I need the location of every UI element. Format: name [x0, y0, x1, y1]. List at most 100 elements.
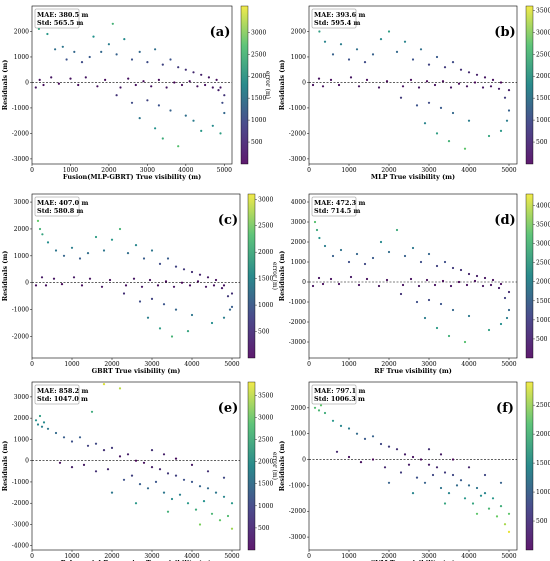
data-point: [110, 238, 114, 241]
colorbar-tick-label: 3000: [258, 414, 273, 421]
data-point: [228, 308, 232, 311]
colorbar-tick-label: 1000: [251, 117, 266, 124]
data-point: [449, 86, 453, 89]
colorbar: [247, 193, 256, 359]
data-point: [54, 249, 58, 252]
data-point: [471, 502, 475, 505]
data-point: [190, 270, 194, 274]
data-point: [409, 277, 413, 281]
data-point: [154, 480, 158, 483]
data-point: [138, 300, 142, 303]
data-point: [431, 473, 435, 477]
data-point: [451, 111, 455, 115]
std-stat: Std: 1006.3 m: [314, 395, 365, 403]
data-point: [119, 86, 122, 89]
data-point: [138, 483, 142, 486]
data-point: [411, 58, 415, 61]
data-point: [124, 284, 128, 287]
data-point: [222, 284, 226, 287]
data-point: [211, 124, 214, 127]
colorbar-tick-label: 500: [251, 139, 263, 146]
data-point: [126, 453, 130, 456]
data-point: [42, 421, 46, 424]
mae-stat: MAE: 407.0 m: [37, 199, 88, 207]
data-point: [178, 493, 182, 496]
data-point: [211, 86, 214, 89]
std-stat: Std: 580.8 m: [37, 207, 84, 215]
data-point: [115, 53, 118, 56]
data-point: [507, 290, 511, 294]
data-point: [313, 220, 317, 224]
data-point: [507, 109, 511, 112]
data-point: [331, 53, 335, 56]
colorbar-tick-label: 2500: [258, 223, 273, 230]
data-point: [210, 512, 214, 515]
data-point: [435, 326, 439, 330]
data-point: [427, 252, 431, 256]
data-point: [443, 66, 447, 69]
data-point: [507, 308, 511, 312]
data-point: [222, 495, 226, 498]
data-point: [383, 466, 387, 469]
data-point: [499, 505, 503, 508]
data-point: [162, 491, 166, 494]
data-point: [166, 257, 170, 260]
data-point: [122, 478, 126, 481]
data-point: [210, 321, 214, 325]
data-point: [439, 453, 443, 456]
data-point: [36, 423, 40, 426]
panel-d: 0 1000 2000 3000 4000 5000 -3000 -2000 -1000 0 100…: [278, 193, 550, 375]
data-point: [435, 466, 439, 469]
data-point: [335, 450, 339, 453]
y-axis-label: Residuals (m): [1, 60, 9, 111]
data-point: [337, 282, 341, 286]
data-point: [355, 48, 359, 51]
data-point: [363, 262, 367, 266]
data-point: [467, 272, 471, 276]
data-point: [226, 514, 230, 518]
data-point: [161, 63, 164, 66]
data-point: [118, 227, 122, 231]
data-point: [174, 308, 178, 311]
data-point: [174, 474, 178, 477]
x-axis-label: Polynomial Regression True visibility (m…: [61, 559, 212, 561]
data-point: [379, 442, 383, 446]
data-point: [110, 446, 114, 449]
data-point: [214, 278, 218, 282]
data-point: [50, 76, 53, 79]
data-point: [463, 147, 467, 150]
data-point: [497, 286, 501, 290]
data-point: [172, 285, 176, 288]
colorbar-tick-label: 1000: [536, 317, 550, 324]
data-point: [479, 494, 483, 497]
data-point: [70, 440, 74, 443]
data-point: [415, 104, 419, 107]
data-point: [435, 132, 439, 135]
y-tick-label: 1000: [291, 54, 306, 61]
data-point: [34, 419, 38, 422]
colorbar-tick-label: 2000: [258, 459, 273, 466]
data-point: [218, 519, 222, 522]
data-point: [88, 55, 91, 59]
data-point: [475, 486, 479, 490]
data-point: [219, 86, 222, 89]
data-point: [401, 283, 405, 287]
plot-area: [308, 193, 518, 359]
data-point: [439, 302, 443, 306]
data-point: [188, 80, 191, 83]
x-tick-label: 1000: [341, 167, 356, 174]
x-tick-label: 1000: [64, 361, 79, 368]
data-point: [363, 61, 367, 64]
data-point: [126, 252, 130, 255]
data-point: [349, 275, 353, 279]
data-point: [150, 297, 154, 300]
colorbar-tick-label: 3500: [258, 392, 273, 399]
mae-stat: MAE: 380.5 m: [37, 11, 88, 19]
data-point: [467, 119, 471, 122]
panel-a: 0 1000 2000 3000 4000 5000 -3000 -2000 -1000 0 100…: [1, 5, 271, 181]
data-point: [425, 80, 429, 83]
data-point: [111, 22, 114, 25]
x-axis-label: RF True visibility (m): [374, 367, 452, 375]
